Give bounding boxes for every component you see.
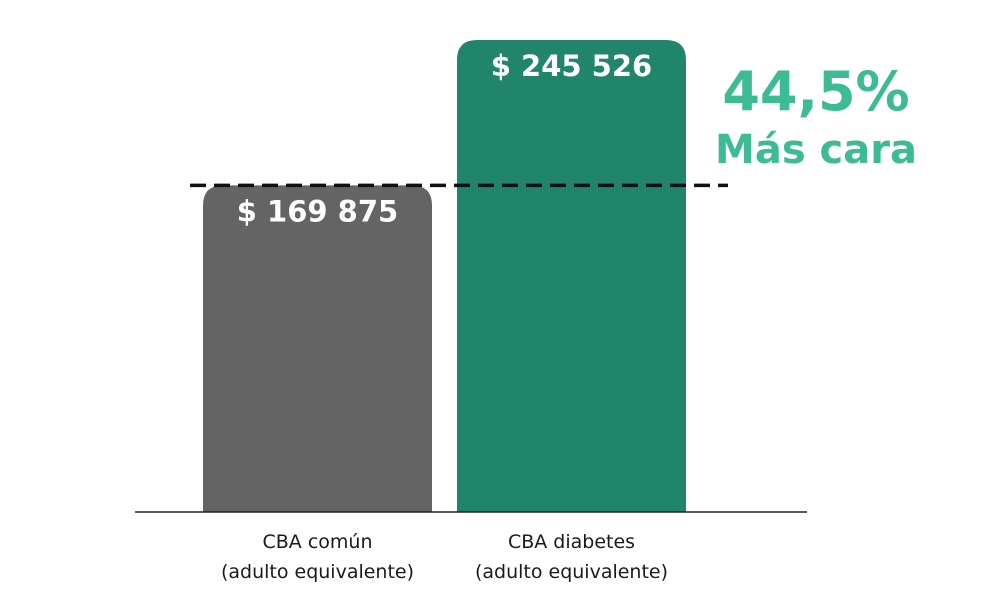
bar-2 — [457, 40, 686, 512]
category-label-1-line-2: (adulto equivalente) — [221, 561, 414, 583]
annotation-percent-text: 44,5% — [722, 60, 909, 123]
percent-annotation: 44,5% Más cara — [715, 60, 917, 173]
bar-value-label-1: $ 169 875 — [237, 194, 398, 228]
bar-1 — [203, 185, 432, 512]
bars-layer — [203, 40, 686, 512]
annotation-subtitle-text: Más cara — [715, 127, 917, 173]
labels-layer: $ 169 875 CBA común (adulto equivalente) $ … — [221, 49, 668, 583]
category-label-1-line-1: CBA común — [262, 531, 372, 553]
category-label-2-line-2: (adulto equivalente) — [475, 561, 668, 583]
bar-value-label-2: $ 245 526 — [491, 49, 652, 83]
category-label-2-line-1: CBA diabetes — [508, 531, 635, 553]
